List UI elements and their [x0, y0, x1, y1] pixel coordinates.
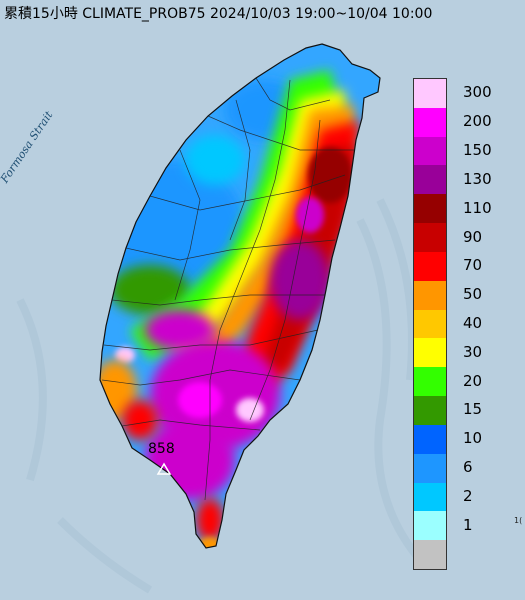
legend-label: 10: [463, 429, 483, 448]
legend-swatch: [414, 309, 446, 339]
legend-swatch: [414, 136, 446, 166]
legend-label: 50: [463, 285, 483, 304]
legend-swatch: [414, 107, 446, 137]
legend-label: 110: [463, 198, 492, 217]
legend-swatch: [414, 511, 446, 541]
legend-swatch: [414, 367, 446, 397]
legend-label: 90: [463, 227, 483, 246]
legend-label: 15: [463, 400, 483, 419]
legend-swatch: [414, 79, 446, 108]
legend-swatch: [414, 165, 446, 195]
legend-label: 6: [463, 458, 473, 477]
map-title: 累積15小時 CLIMATE_PROB75 2024/10/03 19:00~1…: [4, 6, 433, 22]
peak-station-marker: [156, 462, 172, 475]
legend-label: 130: [463, 169, 492, 188]
legend-swatch: [414, 338, 446, 368]
edge-label: 1(: [514, 516, 523, 525]
legend-swatch: [414, 194, 446, 224]
legend-swatch: [414, 453, 446, 483]
legend-label: 40: [463, 314, 483, 332]
legend-swatch: [414, 223, 446, 253]
rainfall-legend: 300 200 150 130 110 90 70 50 40 30 20 15 10 6 2 1: [413, 78, 523, 570]
peak-value-label: 858: [148, 441, 175, 457]
legend-label: 200: [463, 112, 492, 131]
admin-boundaries: [101, 77, 355, 501]
legend-swatch: [414, 424, 446, 454]
legend-color-bar: [413, 78, 447, 570]
legend-swatch: [414, 482, 446, 512]
sea-texture: [16, 198, 424, 594]
legend-label: 1: [463, 515, 473, 534]
legend-label: 150: [463, 141, 492, 160]
legend-swatch: [414, 251, 446, 281]
legend-label: 20: [463, 371, 483, 390]
legend-swatch: [414, 280, 446, 310]
legend-swatch: [414, 396, 446, 426]
legend-label: 2: [463, 486, 473, 505]
legend-label: 300: [463, 83, 492, 102]
legend-label: 30: [463, 342, 483, 361]
legend-swatch: [414, 540, 446, 570]
legend-label: 70: [463, 256, 483, 275]
